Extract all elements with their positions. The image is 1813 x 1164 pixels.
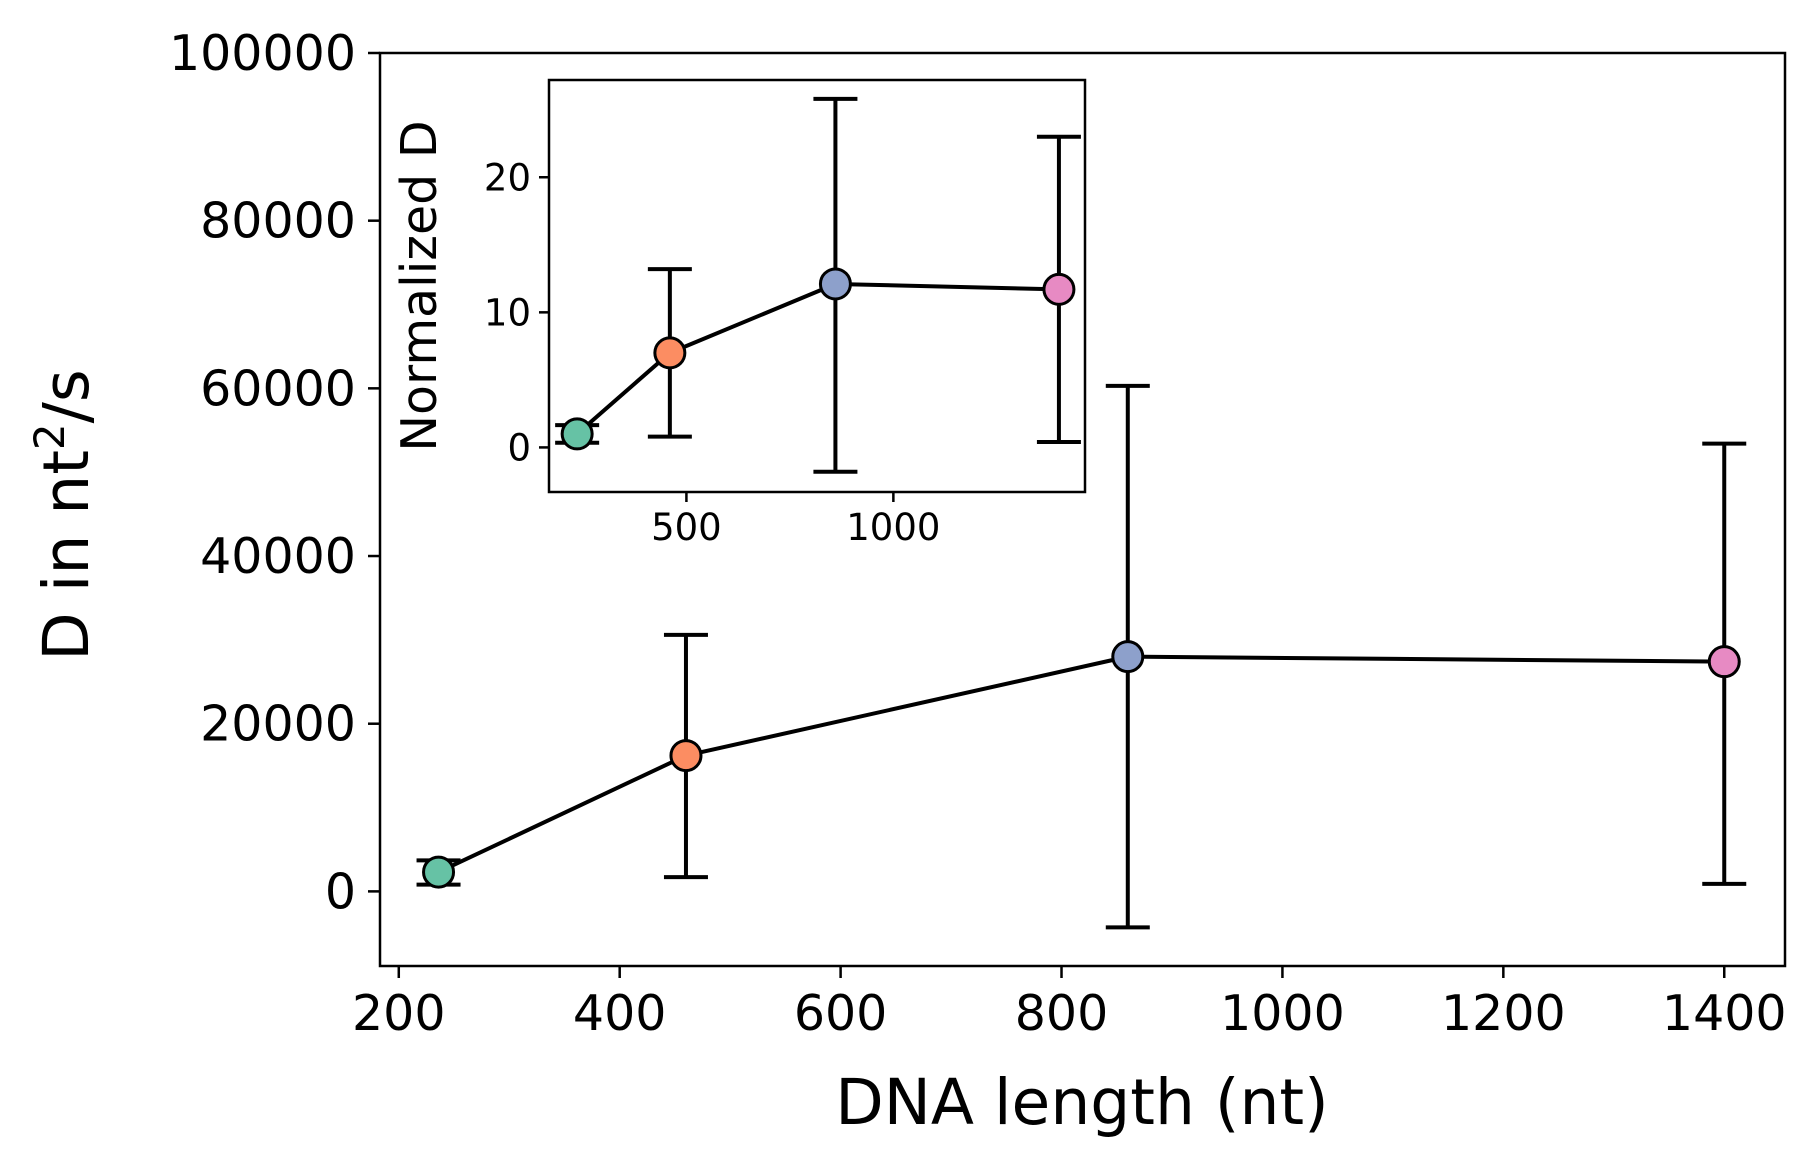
x-tick-label: 200 (352, 985, 446, 1042)
y-tick-label: 80000 (200, 193, 356, 250)
inset-data-point (653, 336, 687, 370)
y-axis-title: D in nt2/s (25, 369, 103, 660)
x-tick-label: 1400 (1662, 985, 1787, 1042)
data-point (669, 739, 703, 773)
y-axis-title-suffix: /s (30, 369, 103, 423)
inset-y-tick-label: 20 (484, 156, 531, 199)
inset-chart: 500 1000 0 10 20 Normalized D (391, 78, 1087, 549)
data-point (422, 855, 456, 889)
y-tick-label: 20000 (200, 696, 356, 753)
y-tick-label: 60000 (200, 360, 356, 417)
inset-y-tick-label: 0 (507, 426, 531, 469)
inset-x-tick-label: 1000 (846, 506, 940, 549)
inset-data-point (1042, 272, 1076, 306)
data-point (1111, 640, 1145, 674)
y-axis-title-superscript: 2 (25, 423, 74, 450)
y-tick-label: 40000 (200, 528, 356, 585)
y-tick-label: 100000 (169, 25, 356, 82)
x-tick-label: 800 (1015, 985, 1109, 1042)
y-axis-title-main: D in nt (30, 450, 103, 661)
series-line (437, 654, 1725, 874)
inset-x-tick-label: 500 (651, 506, 722, 549)
y-tick-label: 0 (325, 863, 356, 920)
inset-plot-frame (547, 78, 1087, 494)
x-tick-label: 1000 (1220, 985, 1345, 1042)
inset-y-tick-label: 10 (484, 291, 531, 334)
x-tick-label: 400 (573, 985, 667, 1042)
x-axis-title: DNA length (nt) (835, 1066, 1328, 1139)
inset-y-axis-title: Normalized D (391, 120, 448, 451)
x-tick-label: 1200 (1441, 985, 1566, 1042)
inset-data-point (560, 417, 594, 451)
inset-data-point (818, 267, 852, 301)
data-point (1707, 645, 1741, 679)
x-tick-label: 600 (794, 985, 888, 1042)
inset-series-line (575, 281, 1059, 436)
